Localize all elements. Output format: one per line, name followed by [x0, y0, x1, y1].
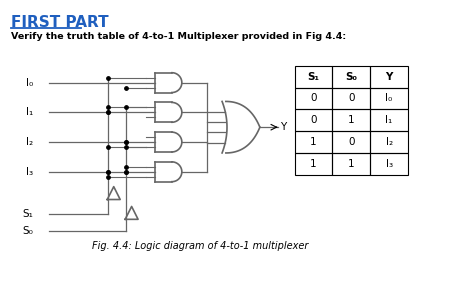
Text: 0: 0: [348, 94, 355, 103]
Text: S₀: S₀: [346, 72, 357, 82]
Bar: [370, 66, 408, 88]
Bar: [332, 66, 370, 88]
Point: [122, 85, 129, 90]
Text: 0: 0: [348, 137, 355, 147]
Bar: [332, 153, 370, 175]
Text: I₀: I₀: [26, 78, 33, 88]
Text: I₁: I₁: [26, 107, 33, 117]
Text: 0: 0: [310, 115, 317, 125]
Point: [122, 145, 129, 149]
Text: Y: Y: [385, 72, 393, 82]
Point: [122, 169, 129, 174]
Point: [122, 165, 129, 169]
Text: I₀: I₀: [385, 94, 393, 103]
Bar: [295, 66, 332, 88]
Text: I₂: I₂: [26, 137, 33, 147]
Point: [122, 140, 129, 144]
Point: [104, 105, 111, 110]
Text: 1: 1: [310, 159, 317, 169]
Bar: [370, 153, 408, 175]
Text: Fig. 4.4: Logic diagram of 4-to-1 multiplexer: Fig. 4.4: Logic diagram of 4-to-1 multip…: [92, 241, 309, 251]
Text: I₁: I₁: [385, 115, 393, 125]
Bar: [332, 131, 370, 153]
Text: Y: Y: [280, 122, 286, 132]
Text: I₃: I₃: [26, 167, 33, 177]
Bar: [295, 109, 332, 131]
Point: [104, 145, 111, 149]
Bar: [370, 131, 408, 153]
Bar: [295, 153, 332, 175]
Text: S₁: S₁: [22, 209, 33, 219]
Text: FIRST PART: FIRST PART: [11, 15, 109, 30]
Text: 1: 1: [348, 115, 355, 125]
Point: [104, 110, 111, 115]
Text: I₃: I₃: [385, 159, 392, 169]
Bar: [295, 131, 332, 153]
Point: [104, 169, 111, 174]
Bar: [295, 88, 332, 109]
Bar: [370, 109, 408, 131]
Bar: [370, 88, 408, 109]
Text: 0: 0: [310, 94, 317, 103]
Text: 1: 1: [310, 137, 317, 147]
Point: [122, 105, 129, 110]
Text: 1: 1: [348, 159, 355, 169]
Text: Verify the truth table of 4-to-1 Multiplexer provided in Fig 4.4:: Verify the truth table of 4-to-1 Multipl…: [11, 32, 346, 41]
Bar: [332, 109, 370, 131]
Point: [104, 75, 111, 80]
Text: I₂: I₂: [385, 137, 392, 147]
Text: S₁: S₁: [308, 72, 319, 82]
Bar: [332, 88, 370, 109]
Text: S₀: S₀: [22, 226, 33, 236]
Point: [104, 174, 111, 179]
